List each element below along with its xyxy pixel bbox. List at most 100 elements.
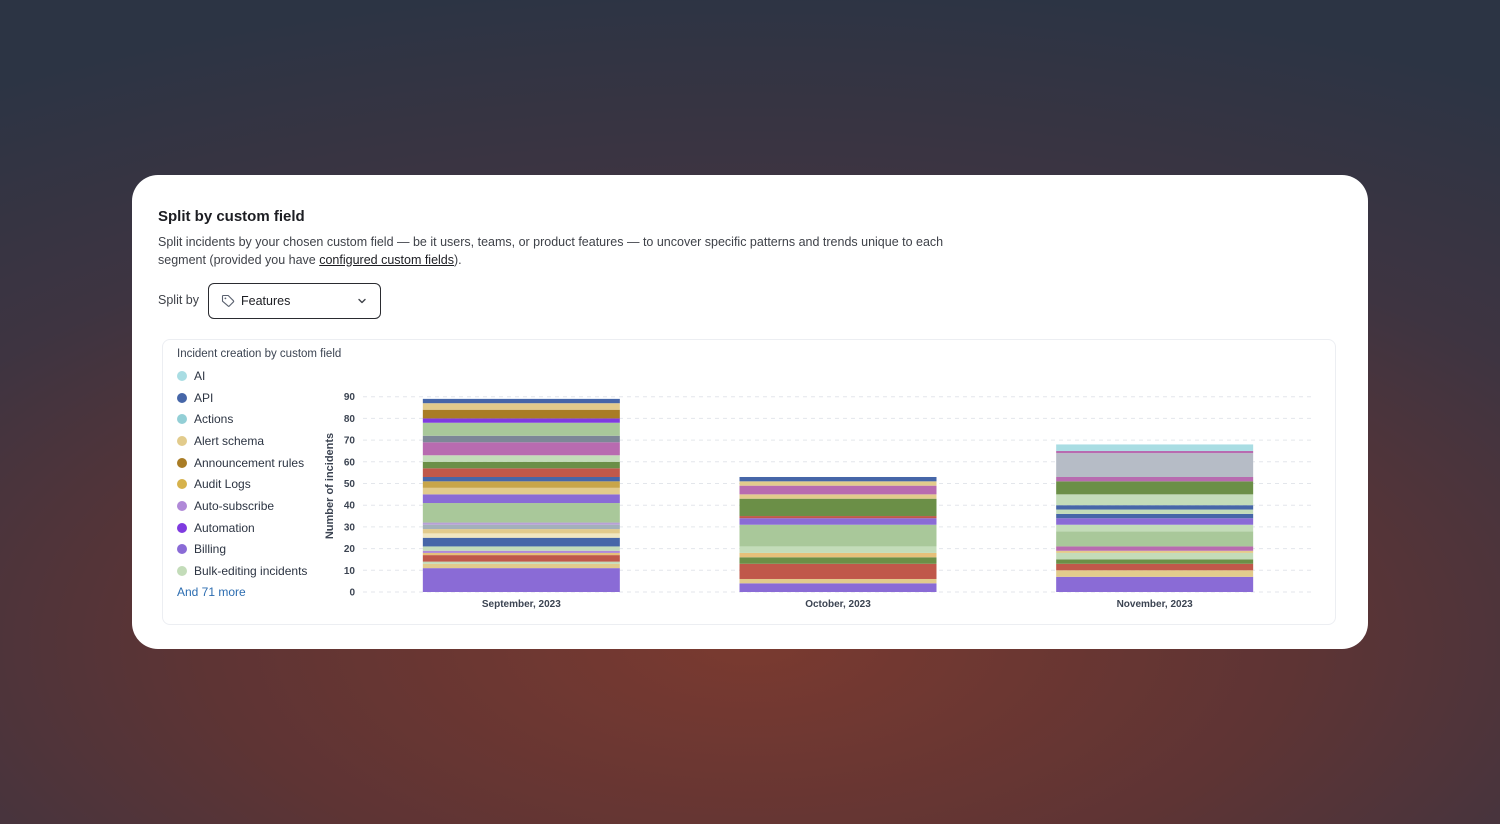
bar-segment — [422, 563, 620, 569]
bar-segment — [422, 403, 620, 410]
bar-segment — [1056, 531, 1254, 547]
stacked-bar-chart: 0 10 20 30 40 50 60 70 80 90 Number of incidents Se… — [324, 392, 1313, 610]
bar-segment — [422, 422, 620, 436]
bar-segment — [1056, 453, 1254, 477]
bar-segment — [739, 563, 937, 579]
bar-segment — [422, 476, 620, 482]
bar-segment — [422, 409, 620, 419]
legend-item-label: Actions — [194, 412, 234, 427]
tag-icon — [221, 294, 235, 308]
bar-segment — [1056, 494, 1254, 506]
incident-chart-panel: 0 10 20 30 40 50 60 70 80 90 Number of incidents Se… — [162, 339, 1336, 625]
legend-item[interactable]: Audit Logs — [177, 473, 327, 495]
bar-segment — [422, 568, 620, 592]
bar-segment — [422, 455, 620, 462]
bar-segment — [1056, 444, 1254, 451]
y-tick-label: 30 — [344, 522, 356, 533]
bar-segment — [422, 552, 620, 556]
legend-item[interactable]: Announcement rules — [177, 452, 327, 474]
legend-item[interactable]: Auto-subscribe — [177, 495, 327, 517]
bar-segment — [422, 494, 620, 504]
legend-color-dot — [177, 435, 187, 446]
y-tick-label: 60 — [344, 457, 356, 468]
legend-color-dot — [177, 566, 187, 577]
legend-item-label: API — [194, 390, 214, 405]
bar-segment — [739, 476, 937, 482]
bar-segment — [1056, 476, 1254, 482]
bar-segment — [422, 487, 620, 495]
y-tick-label: 10 — [344, 566, 356, 577]
legend-item[interactable]: AI — [177, 365, 327, 387]
split-by-custom-field-card: Split by custom field Split incidents by… — [132, 175, 1368, 649]
y-tick-label: 20 — [344, 544, 356, 555]
legend-item[interactable]: Alert schema — [177, 430, 327, 452]
legend-item-label: Announcement rules — [194, 455, 305, 470]
y-tick-label: 40 — [344, 501, 356, 512]
bar-segment — [422, 435, 620, 443]
bar-segment — [739, 557, 937, 564]
chevron-down-icon — [356, 295, 368, 307]
y-tick-label: 70 — [344, 436, 356, 447]
legend-item[interactable]: Automation — [177, 517, 327, 539]
bar-segment — [739, 524, 937, 547]
bar-segment — [1056, 513, 1254, 519]
legend-item[interactable]: API — [177, 387, 327, 409]
bar-segment — [1056, 524, 1254, 532]
configured-custom-fields-link[interactable]: configured custom fields — [319, 252, 455, 267]
legend-item[interactable]: Bulk-editing incidents — [177, 560, 327, 582]
bar-segment — [739, 498, 937, 517]
bar-segment — [422, 529, 620, 534]
bar-segment — [1056, 570, 1254, 577]
bar-segment — [1056, 505, 1254, 510]
bar-segment — [422, 461, 620, 469]
bar-segment — [422, 468, 620, 477]
bar-segment — [1056, 559, 1254, 564]
bar-segment — [1056, 450, 1254, 454]
card-description-text: Split incidents by your chosen custom fi… — [158, 235, 944, 267]
bar-segment — [739, 494, 937, 499]
legend-item-label: Audit Logs — [194, 477, 251, 492]
bar-segment — [422, 561, 620, 564]
legend-color-dot — [177, 370, 187, 381]
legend-item-label: Auto-subscribe — [194, 498, 275, 513]
chart-title: Incident creation by custom field — [177, 348, 342, 360]
bar-segment — [422, 546, 620, 551]
legend-color-dot — [177, 522, 187, 533]
bar-segment — [422, 555, 620, 562]
legend-more-link[interactable]: And 71 more — [177, 584, 246, 599]
legend-item[interactable]: Billing — [177, 539, 327, 561]
chart-legend: AI API Actions Alert schema Announcement rul… — [177, 365, 327, 604]
bar-segment — [739, 485, 937, 495]
bar-segment — [422, 522, 620, 525]
x-tick-label: October, 2023 — [805, 599, 871, 610]
bar-segment — [1056, 563, 1254, 571]
card-title: Split by custom field — [158, 208, 305, 225]
bar-segment — [422, 398, 620, 404]
legend-color-dot — [177, 457, 187, 468]
legend-color-dot — [177, 479, 187, 490]
legend-color-dot — [177, 414, 187, 425]
split-by-select[interactable]: Features — [208, 283, 381, 319]
bar-segment — [739, 546, 937, 553]
bar-segment — [422, 442, 620, 456]
legend-item-label: Alert schema — [194, 433, 265, 448]
y-axis-label: Number of incidents — [324, 433, 336, 539]
bar-segment — [422, 524, 620, 530]
bar-segment — [422, 550, 620, 553]
legend-item-label: Bulk-editing incidents — [194, 564, 308, 579]
y-tick-label: 50 — [344, 479, 356, 490]
legend-color-dot — [177, 544, 187, 555]
x-tick-label: September, 2023 — [482, 599, 561, 610]
legend-color-dot — [177, 500, 187, 511]
bar-segment — [1056, 576, 1254, 592]
bar-segment — [739, 518, 937, 525]
bar-segment — [422, 481, 620, 488]
bar-segment — [739, 578, 937, 584]
legend-item[interactable]: Actions — [177, 408, 327, 430]
card-description-end: ). — [454, 252, 462, 267]
bar-segment — [422, 537, 620, 547]
bar-segment — [422, 418, 620, 423]
card-description: Split incidents by your chosen custom fi… — [158, 234, 948, 269]
bar-segment — [1056, 509, 1254, 514]
legend-item-label: AI — [194, 368, 206, 383]
